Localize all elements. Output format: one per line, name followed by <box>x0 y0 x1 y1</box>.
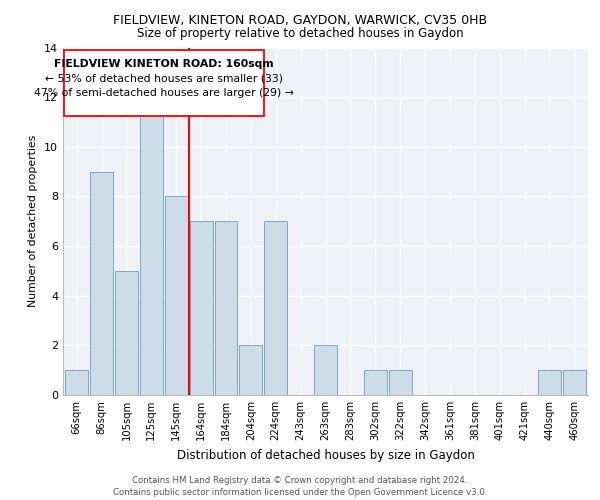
Bar <box>90 172 113 395</box>
Text: ← 53% of detached houses are smaller (33): ← 53% of detached houses are smaller (33… <box>45 74 283 84</box>
Text: FIELDVIEW, KINETON ROAD, GAYDON, WARWICK, CV35 0HB: FIELDVIEW, KINETON ROAD, GAYDON, WARWICK… <box>113 14 487 27</box>
Bar <box>389 370 412 395</box>
Bar <box>364 370 387 395</box>
Bar <box>65 370 88 395</box>
Text: Contains HM Land Registry data © Crown copyright and database right 2024.: Contains HM Land Registry data © Crown c… <box>132 476 468 485</box>
Bar <box>190 221 212 395</box>
Bar <box>538 370 561 395</box>
Bar <box>115 271 138 395</box>
Text: Contains public sector information licensed under the Open Government Licence v3: Contains public sector information licen… <box>113 488 487 497</box>
Bar <box>140 97 163 395</box>
Bar <box>215 221 238 395</box>
Bar <box>563 370 586 395</box>
Text: Size of property relative to detached houses in Gaydon: Size of property relative to detached ho… <box>137 28 463 40</box>
Bar <box>314 346 337 395</box>
Bar <box>165 196 188 395</box>
FancyBboxPatch shape <box>64 50 264 116</box>
X-axis label: Distribution of detached houses by size in Gaydon: Distribution of detached houses by size … <box>176 448 475 462</box>
Bar <box>264 221 287 395</box>
Bar <box>239 346 262 395</box>
Y-axis label: Number of detached properties: Number of detached properties <box>28 135 38 308</box>
Text: 47% of semi-detached houses are larger (29) →: 47% of semi-detached houses are larger (… <box>34 88 294 98</box>
Text: FIELDVIEW KINETON ROAD: 160sqm: FIELDVIEW KINETON ROAD: 160sqm <box>54 58 274 68</box>
